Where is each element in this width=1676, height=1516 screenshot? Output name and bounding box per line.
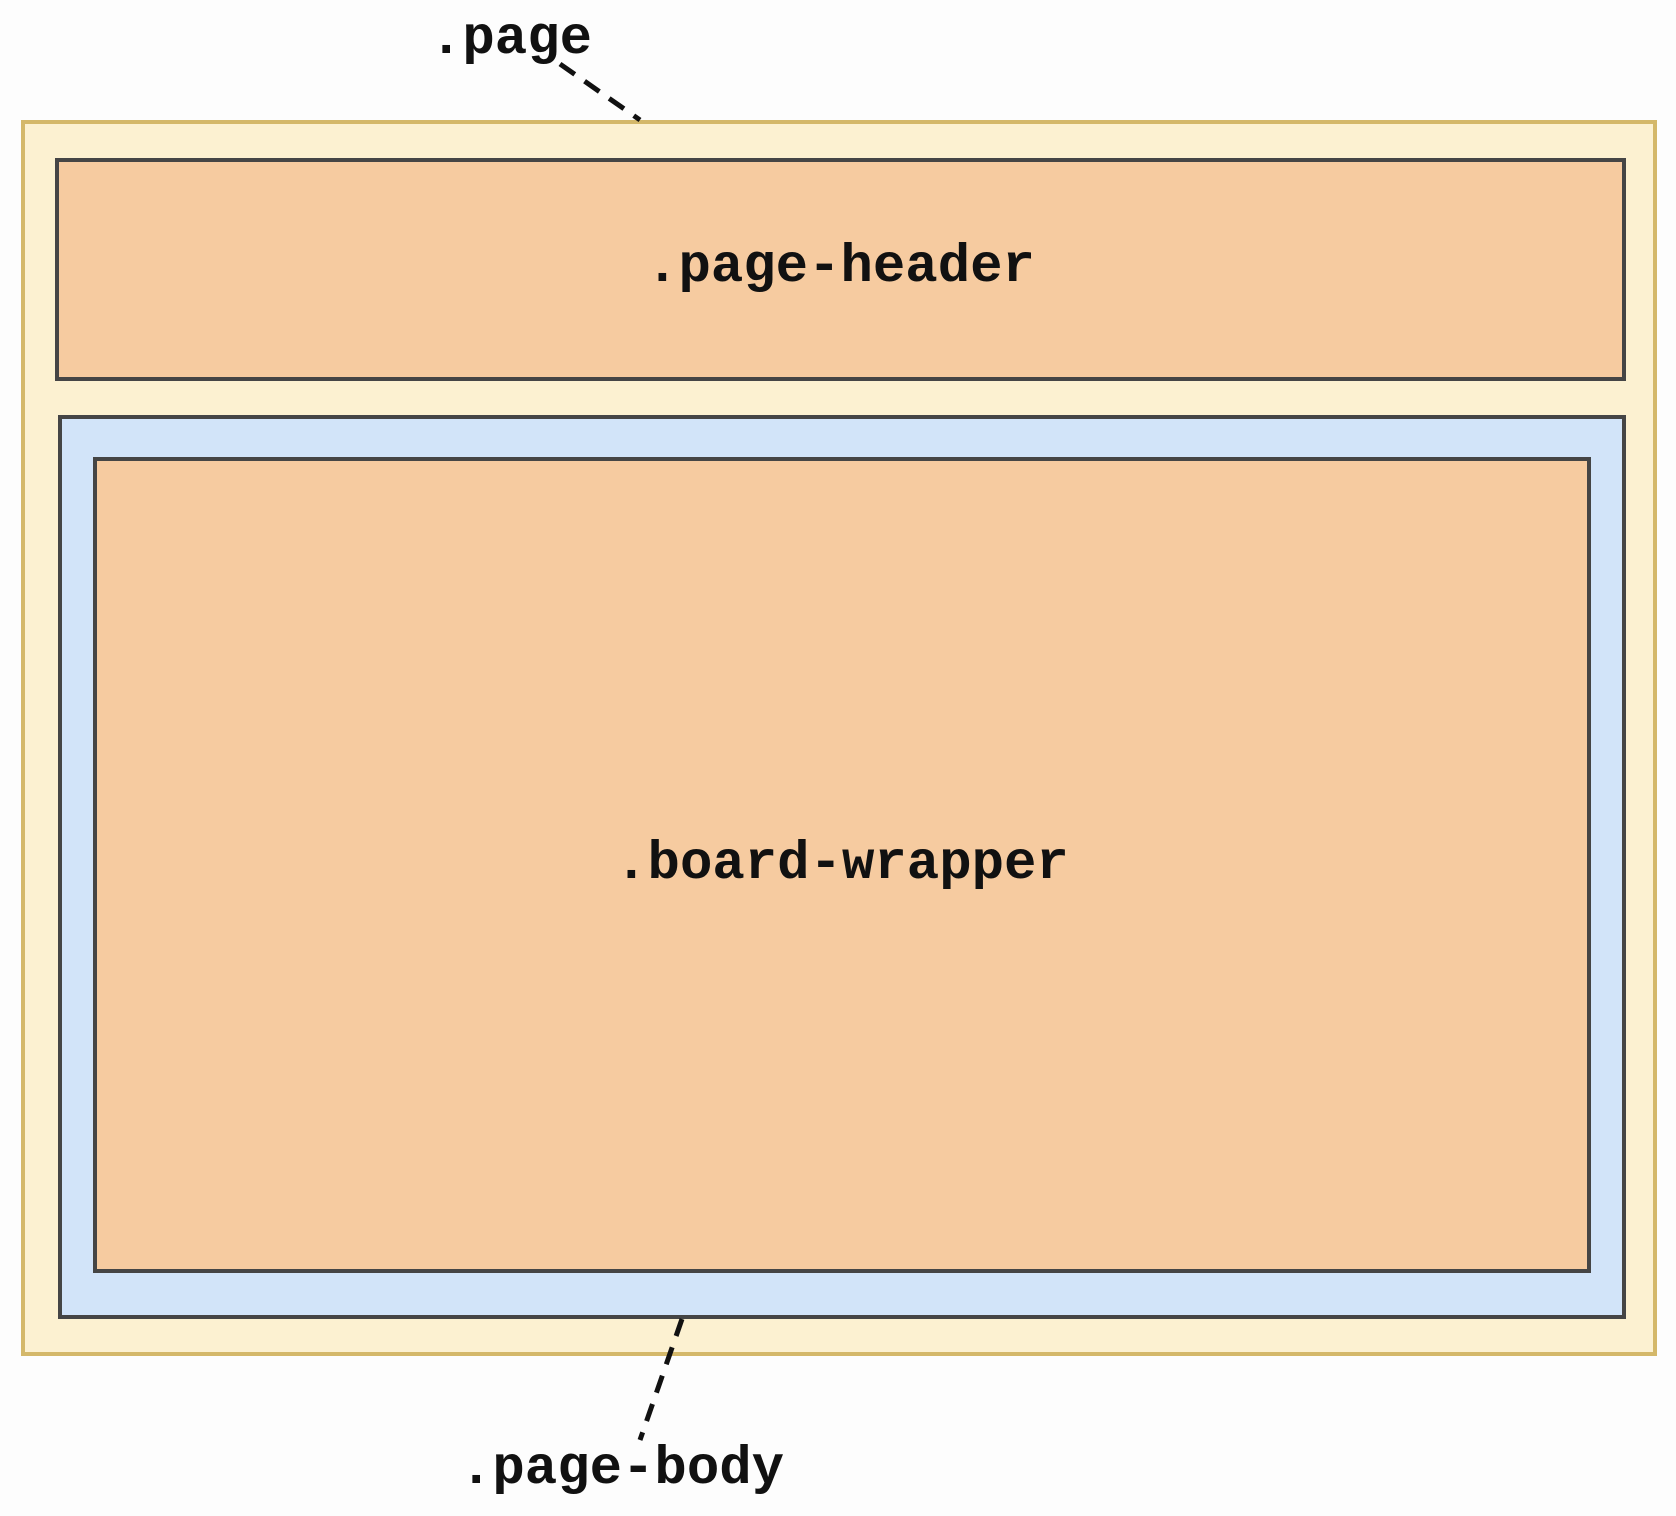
page-leader-line [558, 61, 642, 123]
page-body-label: .page-body [460, 1439, 785, 1500]
page-header-box: .page-header [55, 158, 1626, 381]
board-wrapper-box: .board-wrapper [93, 457, 1591, 1273]
board-wrapper-label: .board-wrapper [615, 834, 1069, 895]
page-header-label: .page-header [646, 237, 1035, 298]
page-label: .page [430, 9, 593, 70]
